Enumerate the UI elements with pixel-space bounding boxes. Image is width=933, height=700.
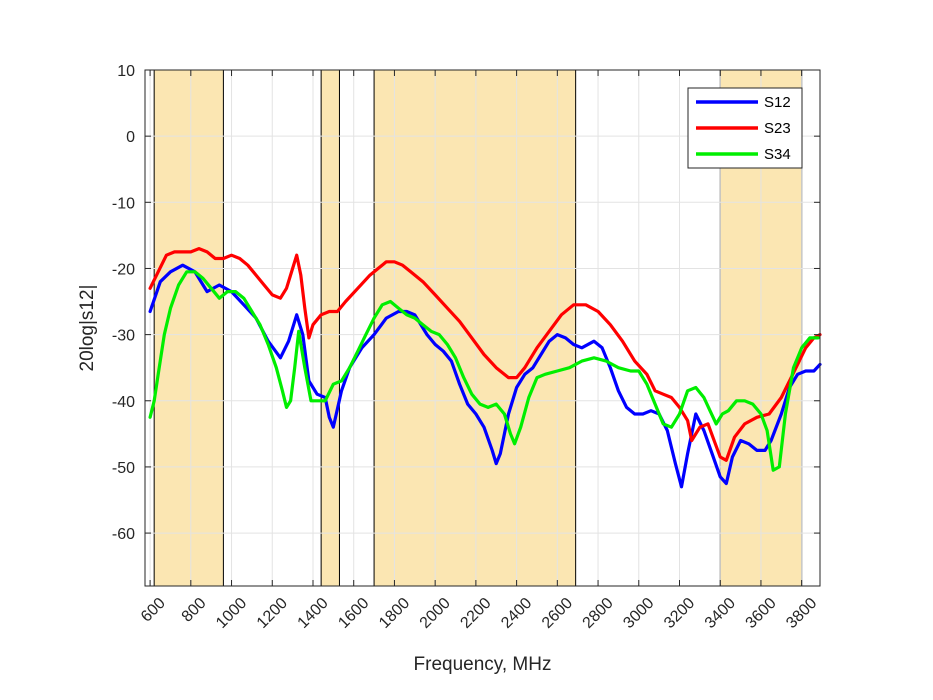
legend-label-s23: S23 <box>764 120 791 137</box>
y-tick-label: 10 <box>117 63 135 80</box>
legend-label-s12: S12 <box>764 94 791 111</box>
y-axis: 10 0 -10 -20 -30 -40 -50 -60 <box>112 63 820 543</box>
y-tick-label: -50 <box>112 460 135 477</box>
y-axis-label: 20log|s12| <box>77 285 98 372</box>
plot-frame <box>144 69 821 587</box>
shaded-band <box>320 69 340 587</box>
legend-label-s34: S34 <box>764 146 791 163</box>
y-tick-label: -40 <box>112 394 135 411</box>
y-tick-label: -30 <box>112 328 135 345</box>
series-line-s34 <box>148 270 820 472</box>
y-tick-label: -20 <box>112 261 135 278</box>
y-tick-label: -60 <box>112 526 135 543</box>
x-axis-label: Frequency, MHz <box>414 654 552 675</box>
y-tick-label: 0 <box>126 129 135 146</box>
series-line-s12 <box>148 263 822 489</box>
legend: S12 S23 S34 <box>687 87 803 169</box>
y-tick-label: -10 <box>112 195 135 212</box>
series-line-s23 <box>148 247 822 462</box>
shaded-band <box>373 69 577 587</box>
series-layer <box>148 247 822 489</box>
